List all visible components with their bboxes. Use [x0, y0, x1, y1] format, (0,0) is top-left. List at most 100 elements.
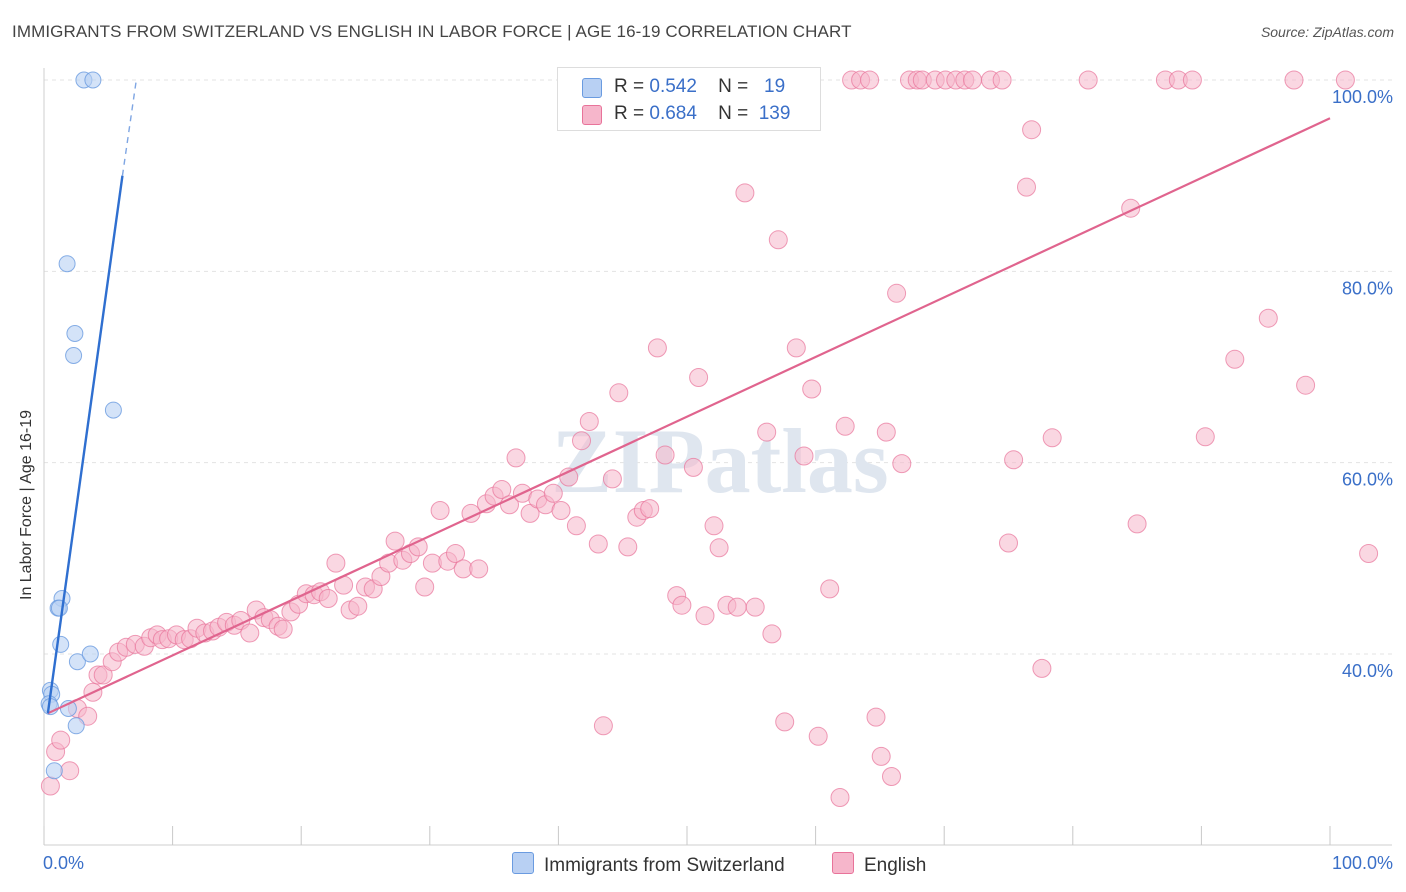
r-value: 0.542 [649, 76, 697, 97]
english-point [887, 283, 907, 303]
n-label: N = [718, 103, 749, 124]
english-point [640, 499, 660, 519]
english-point [786, 338, 806, 358]
r-value: 0.684 [649, 103, 697, 124]
english-point [802, 379, 822, 399]
english-point [40, 776, 60, 796]
english-point [1335, 70, 1355, 90]
legend-label-swiss: Immigrants from Switzerland [544, 855, 785, 876]
legend-row-swiss: R = 0.542 N = 19 [614, 75, 785, 99]
english-point [1022, 120, 1042, 140]
english-point [566, 516, 586, 536]
english-point [647, 338, 667, 358]
english-point [1258, 308, 1278, 328]
y-tick-label: 100.0% [1332, 87, 1393, 107]
y-tick-label: 80.0% [1342, 278, 1393, 298]
swiss-point [81, 645, 99, 663]
english-point [992, 70, 1012, 90]
english-point [78, 706, 98, 726]
english-point [446, 544, 465, 563]
english-point [1017, 177, 1036, 197]
english-point [572, 431, 591, 451]
english-point [543, 483, 563, 503]
english-point [51, 730, 71, 750]
english-point [704, 516, 724, 536]
swiss-point [104, 401, 122, 419]
english-point [551, 501, 571, 520]
english-point [735, 183, 755, 203]
english-point [430, 501, 450, 520]
n-value: 19 [764, 76, 786, 97]
english-point [385, 531, 405, 551]
english-point [768, 230, 788, 250]
axes [43, 68, 1392, 846]
n-value: 139 [758, 103, 791, 124]
swiss-point [68, 653, 86, 671]
english-point [794, 446, 814, 466]
english-point [609, 383, 629, 403]
english-point [1284, 70, 1304, 90]
english-point [892, 454, 912, 474]
legend-item-swiss: Immigrants from Switzerland [512, 852, 785, 877]
english-point [1296, 375, 1316, 395]
english-point [492, 480, 512, 499]
english-point [775, 712, 795, 732]
swiss-trend-extension [121, 77, 138, 176]
english-trend-line [47, 117, 1331, 715]
english-point [273, 619, 293, 639]
english-point [415, 577, 435, 597]
legend-label-english: English [864, 855, 927, 876]
swiss-point [50, 599, 68, 617]
english-point [579, 412, 599, 431]
english-point [830, 788, 850, 807]
english-point [1127, 514, 1147, 534]
english-point [506, 448, 526, 468]
english-point [326, 553, 346, 573]
english-point [1042, 428, 1062, 448]
english-series [40, 70, 1379, 807]
english-point [757, 422, 777, 442]
swiss-point [52, 635, 70, 653]
english-point [1182, 70, 1202, 90]
english-point [1032, 658, 1052, 678]
english-point [1078, 70, 1098, 90]
english-point [963, 70, 982, 90]
english-point [318, 589, 338, 608]
r-label: R = [614, 76, 645, 97]
english-point [820, 579, 840, 599]
trend-lines [46, 77, 1331, 715]
english-point [60, 761, 80, 781]
english-point [1195, 427, 1215, 447]
swiss-trend-line [46, 175, 124, 714]
english-point [602, 469, 622, 489]
english-point [709, 538, 729, 558]
swiss-point [67, 717, 85, 735]
swiss-point [58, 255, 76, 273]
stats-legend: R = 0.542 N = 19 R = 0.684 N = 139 [557, 67, 821, 131]
legend-swatch-english [832, 852, 854, 874]
english-point [93, 665, 113, 685]
english-point [871, 746, 891, 766]
english-point [683, 457, 703, 477]
y-tick-label: 60.0% [1342, 470, 1393, 490]
n-label: N = [718, 76, 749, 97]
y-axis-label: In Labor Force | Age 16-19 [18, 409, 35, 600]
english-point [1359, 544, 1379, 563]
english-point [860, 70, 880, 90]
english-point [240, 623, 260, 643]
english-point [999, 533, 1018, 553]
english-point [835, 416, 855, 436]
legend-item-english: English [832, 852, 926, 877]
swiss-point [45, 762, 63, 780]
english-point [689, 368, 709, 387]
english-point [866, 707, 886, 727]
english-point [745, 597, 765, 617]
english-point [1225, 349, 1245, 369]
english-point [672, 595, 692, 615]
english-point [655, 445, 675, 465]
english-point [588, 534, 608, 554]
chart-title: IMMIGRANTS FROM SWITZERLAND VS ENGLISH I… [12, 22, 852, 41]
tick-labels: 40.0% 60.0% 80.0% 100.0% 0.0% 100.0% [43, 87, 1393, 873]
english-point [1004, 450, 1024, 470]
